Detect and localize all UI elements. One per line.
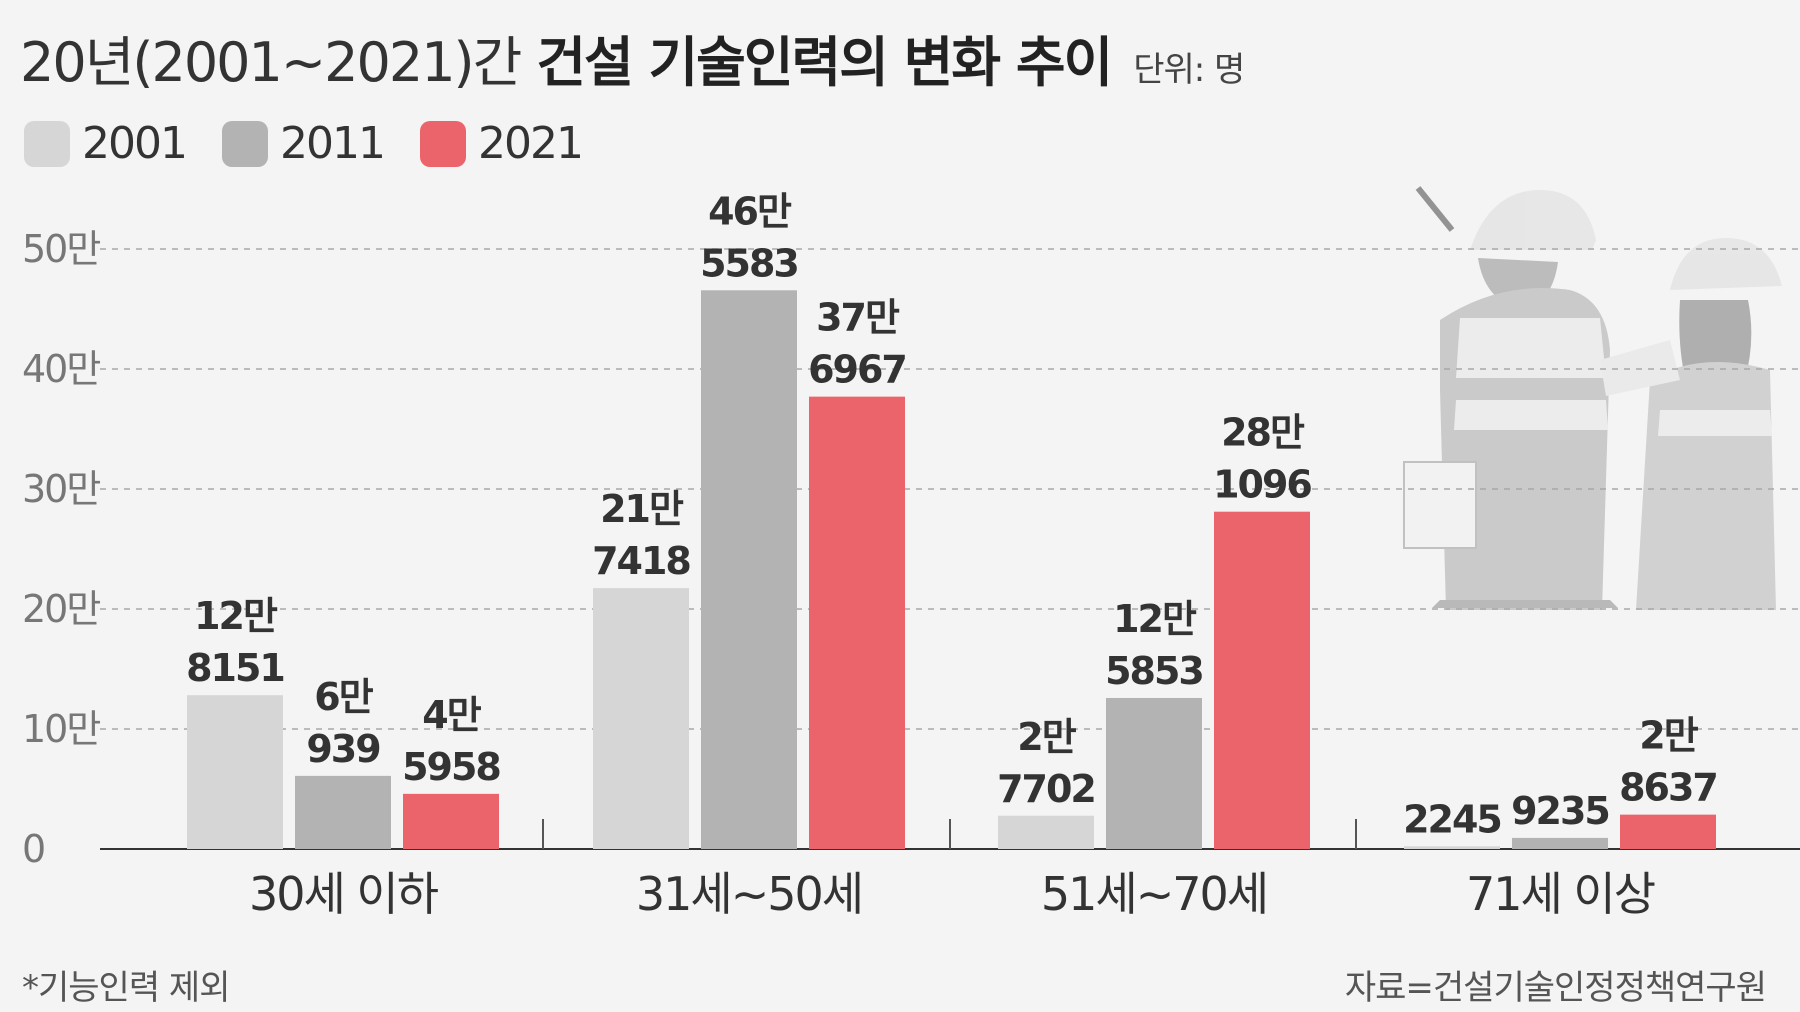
data-label: 5853	[1105, 649, 1203, 693]
data-label: 939	[306, 727, 380, 771]
y-tick-label: 0	[22, 827, 44, 871]
data-label: 8151	[186, 646, 284, 690]
data-label: 5583	[700, 241, 798, 285]
data-label: 4만	[422, 693, 481, 737]
data-label: 9235	[1511, 789, 1609, 833]
bar-2021-1	[809, 396, 905, 849]
data-label: 46만	[708, 189, 792, 233]
data-label: 5958	[402, 745, 500, 789]
legend-item-2001: 2001	[24, 118, 188, 169]
legend: 2001 2011 2021	[24, 118, 618, 169]
data-label: 8637	[1619, 766, 1717, 810]
y-tick-label: 40만	[22, 347, 100, 391]
data-label: 7702	[997, 767, 1095, 811]
data-label: 28만	[1221, 411, 1305, 455]
data-label: 7418	[592, 539, 690, 583]
legend-label-2011: 2011	[279, 118, 386, 169]
title-main: 건설 기술인력의 변화 추이	[536, 31, 1113, 94]
chart-title: 20년(2001~2021)간 건설 기술인력의 변화 추이 단위: 명	[20, 18, 1245, 98]
y-tick-label: 50만	[22, 227, 100, 271]
legend-label-2001: 2001	[82, 118, 188, 169]
unit-label: 단위: 명	[1133, 50, 1245, 90]
legend-label-2021: 2021	[477, 118, 584, 169]
bar-2001-1	[593, 588, 689, 849]
data-label: 6만	[314, 675, 373, 719]
bar-2011-1	[701, 290, 797, 849]
footnote: *기능인력 제외	[22, 968, 230, 1008]
y-tick-label: 20만	[22, 587, 100, 631]
y-tick-label: 30만	[22, 467, 100, 511]
category-label: 71세 이상	[1466, 867, 1655, 921]
bar-2011-0	[295, 775, 391, 849]
worker-woman-figure	[1600, 238, 1782, 610]
legend-item-2011: 2011	[221, 118, 386, 169]
data-label: 2만	[1017, 715, 1076, 759]
bar-2011-3	[1512, 837, 1608, 849]
legend-swatch-2021	[419, 120, 466, 167]
bar-2001-0	[187, 695, 283, 849]
legend-swatch-2001	[24, 120, 70, 167]
data-label: 2만	[1639, 714, 1698, 758]
bar-2021-2	[1214, 511, 1310, 849]
data-label: 12만	[1113, 597, 1197, 641]
category-label: 51세~70세	[1041, 867, 1267, 921]
bar-2021-0	[403, 793, 499, 849]
y-tick-label: 10만	[22, 707, 100, 751]
data-labels: 12만 8151 21만 7418 2만 7702 2245 6만 939 46만 5583 12만 5…	[186, 189, 1719, 841]
bar-2001-3	[1404, 846, 1500, 849]
source-credit: 자료=건설기술인정정책연구원	[1344, 968, 1767, 1008]
bars	[187, 290, 1716, 849]
data-label: 2245	[1403, 797, 1501, 841]
category-label: 31세~50세	[636, 867, 862, 921]
legend-swatch-2011	[221, 120, 268, 167]
data-label: 21만	[600, 487, 684, 531]
category-label: 30세 이하	[249, 867, 439, 921]
x-axis: 30세 이하 31세~50세 51세~70세 71세 이상	[249, 867, 1657, 921]
bar-2021-3	[1620, 814, 1716, 849]
data-label: 1096	[1213, 463, 1311, 507]
bar-2001-2	[998, 815, 1094, 849]
legend-item-2021: 2021	[419, 118, 584, 169]
gridlines	[100, 248, 1800, 730]
data-label: 37만	[816, 296, 900, 340]
bar-2011-2	[1106, 697, 1202, 849]
title-period: 20년(2001~2021)간	[20, 31, 522, 94]
data-label: 6967	[808, 348, 906, 392]
y-axis: 0 10만 20만 30만 40만 50만	[22, 227, 1800, 871]
data-label: 12만	[194, 594, 278, 638]
